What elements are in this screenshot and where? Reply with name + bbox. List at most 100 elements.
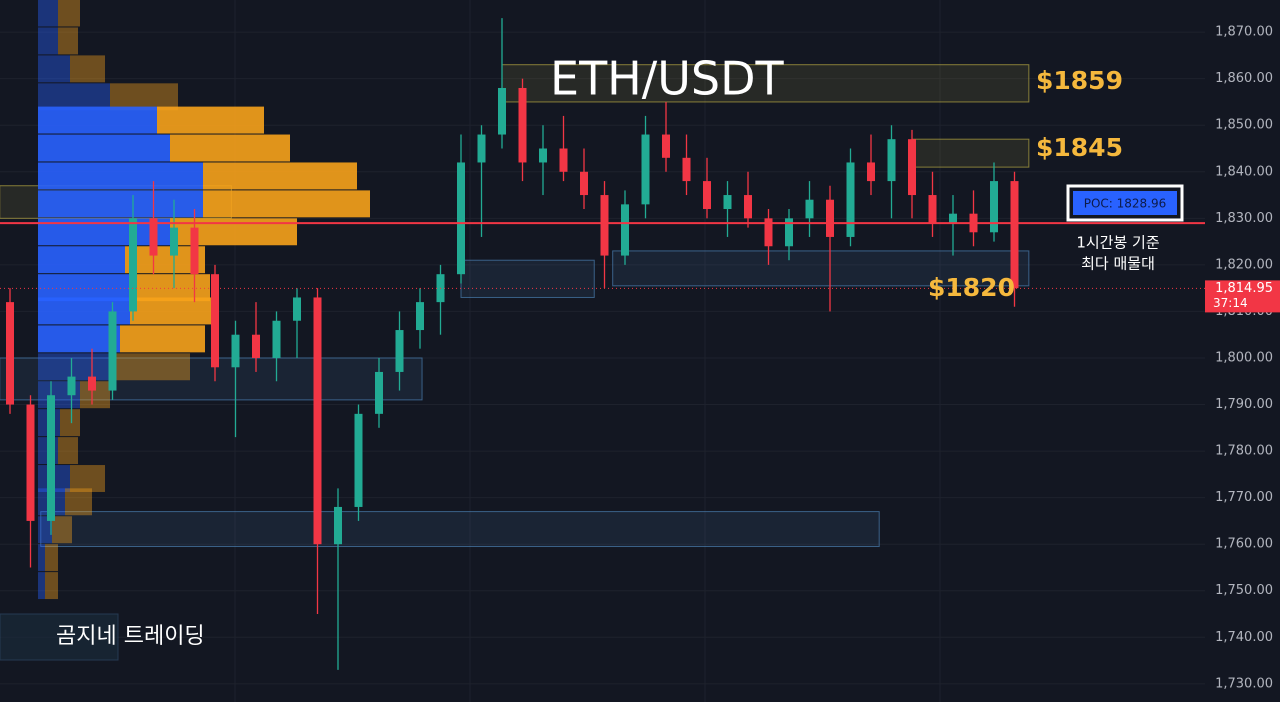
zone — [501, 64, 1030, 103]
profile-buy — [38, 544, 45, 572]
candle-body — [1010, 181, 1019, 289]
y-tick-label: 1,870.00 — [1215, 25, 1273, 40]
candle-body — [26, 404, 35, 521]
candle-body — [785, 218, 793, 247]
profile-sell — [157, 106, 264, 134]
profile-buy — [38, 0, 58, 27]
profile-buy — [38, 190, 203, 218]
y-tick-label: 1,760.00 — [1215, 537, 1273, 552]
candle-body — [723, 195, 732, 210]
price-tag-timer: 37:14 — [1213, 296, 1248, 310]
zone — [460, 259, 595, 298]
profile-sell — [65, 488, 92, 516]
profile-buy — [38, 246, 125, 274]
candle-body — [764, 218, 773, 247]
price-tag-label: 1,814.95 — [1215, 281, 1273, 296]
candle-body — [190, 227, 199, 275]
poc-note: 최다 매물대 — [1081, 255, 1155, 273]
candle-body — [539, 148, 547, 163]
profile-buy — [38, 106, 157, 134]
candle-body — [621, 204, 629, 256]
profile-sell — [70, 55, 105, 83]
y-tick-label: 1,750.00 — [1215, 583, 1273, 598]
candle-body — [47, 395, 55, 521]
y-tick-label: 1,850.00 — [1215, 118, 1273, 133]
profile-sell — [52, 516, 72, 544]
candle-body — [559, 148, 568, 172]
zone — [612, 250, 1030, 287]
candle-body — [662, 134, 670, 158]
candle-body — [867, 162, 875, 182]
profile-sell — [110, 83, 178, 111]
y-tick-label: 1,790.00 — [1215, 397, 1273, 412]
profile-sell — [203, 190, 370, 218]
candle-body — [703, 181, 711, 210]
profile-sell — [70, 465, 105, 492]
annotation: $1845 — [1036, 133, 1123, 162]
candle-body — [129, 218, 137, 312]
profile-sell — [203, 162, 357, 190]
profile-buy — [38, 83, 110, 111]
candle-body — [354, 413, 363, 507]
y-tick-label: 1,830.00 — [1215, 211, 1273, 226]
profile-buy — [38, 55, 70, 83]
candle-body — [211, 274, 219, 368]
poc-box-border — [1066, 184, 1184, 222]
zone — [40, 511, 880, 548]
candle-body — [395, 330, 404, 372]
candle-body — [313, 297, 322, 545]
y-tick-label: 1,800.00 — [1215, 350, 1273, 365]
candle-body — [6, 302, 14, 405]
annotation: $1859 — [1036, 66, 1123, 95]
profile-buy — [38, 274, 130, 302]
candle-body — [682, 157, 691, 182]
profile-sell — [45, 572, 58, 600]
candle-body — [252, 334, 260, 358]
candle-body — [108, 311, 117, 391]
candle-body — [67, 376, 76, 396]
candle-body — [416, 302, 424, 331]
y-tick-label: 1,740.00 — [1215, 630, 1273, 645]
candle-body — [272, 320, 281, 358]
y-tick-label: 1,780.00 — [1215, 444, 1273, 459]
annotation: $1820 — [928, 273, 1015, 302]
candle-body — [149, 218, 158, 256]
profile-sell — [130, 274, 210, 302]
candle-body — [518, 87, 527, 163]
profile-buy — [38, 162, 203, 190]
y-tick-label: 1,770.00 — [1215, 490, 1273, 505]
candle-body — [293, 297, 301, 321]
poc-label: POC: 1828.96 — [1084, 197, 1167, 211]
zone — [911, 138, 1030, 168]
profile-buy — [38, 353, 112, 381]
candle-body — [928, 195, 937, 223]
chart-title: ETH/USDT — [550, 52, 785, 106]
candle-body — [744, 195, 752, 219]
profile-buy — [38, 27, 58, 55]
candle-body — [990, 181, 998, 233]
watermark-box — [0, 613, 119, 661]
profile-buy — [38, 572, 45, 600]
price-tag — [1205, 280, 1280, 313]
profile-sell — [58, 27, 78, 55]
candle-body — [170, 227, 178, 256]
profile-sell — [170, 134, 290, 162]
candle-body — [231, 334, 240, 368]
candle-body — [846, 162, 855, 237]
profile-sell — [120, 325, 205, 353]
candle-body — [88, 376, 96, 391]
y-tick-label: 1,820.00 — [1215, 257, 1273, 272]
candle-body — [805, 199, 814, 219]
profile-buy — [38, 134, 170, 162]
profile-sell — [58, 437, 78, 465]
candle-body — [826, 199, 834, 237]
y-tick-label: 1,840.00 — [1215, 164, 1273, 179]
watermark: 곰지네 트레이딩 — [56, 624, 205, 649]
candle-body — [477, 134, 486, 163]
candle-body — [580, 171, 588, 196]
profile-sell — [58, 0, 80, 27]
y-tick-label: 1,730.00 — [1215, 676, 1273, 691]
profile-sell — [130, 297, 213, 325]
candle-body — [600, 195, 609, 256]
